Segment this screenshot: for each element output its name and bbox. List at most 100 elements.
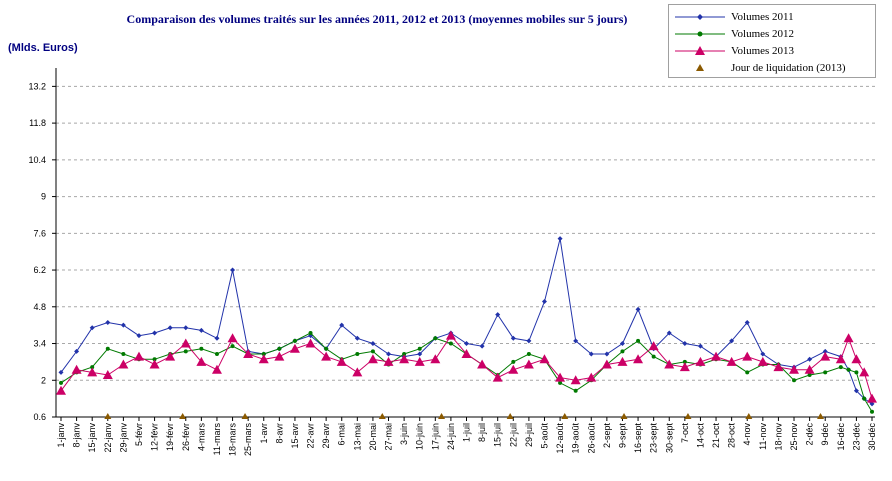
data-point [378,413,386,419]
x-tick-label: 3-juin [399,423,409,445]
x-tick-label: 25-nov [789,423,799,451]
x-tick-label: 1-janv [56,423,66,448]
data-point [773,362,784,372]
data-point [136,333,142,339]
data-point [152,357,157,362]
data-point [196,356,207,366]
x-tick-label: 16-sept [633,423,643,454]
data-point [305,338,316,348]
data-point [438,413,446,419]
data-point [71,364,82,374]
data-point [867,393,877,403]
data-point [823,370,828,375]
data-point [89,325,95,331]
data-point [370,341,376,347]
x-tick-label: 15-juil [493,423,503,447]
y-tick-label: 9 [41,192,46,202]
data-point [620,413,628,419]
x-tick-label: 6-mai [337,423,347,446]
x-tick-label: 22-juil [508,423,518,447]
data-point [433,336,438,341]
x-tick-label: 29-avr [321,423,331,449]
legend-item-liquidation: Jour de liquidation (2013) [673,60,873,76]
x-tick-label: 16-déc [836,423,846,451]
x-tick-label: 27-mai [384,423,394,451]
x-tick-label: 8-avr [274,423,284,444]
data-point [820,351,831,361]
legend-label-liquidation: Jour de liquidation (2013) [731,62,846,74]
data-point [258,354,269,364]
data-point [199,346,204,351]
data-point [56,385,66,395]
legend-label-2012: Volumes 2012 [731,28,795,40]
x-tick-label: 9-sept [617,423,627,449]
data-point [180,338,191,348]
data-point [58,369,64,375]
data-point [120,322,126,328]
data-point [118,359,129,369]
x-tick-label: 1-juil [462,423,472,442]
data-point [430,354,441,364]
data-point [573,388,578,393]
data-point [807,373,812,378]
x-tick-label: 11-mars [212,423,222,456]
y-tick-labels: 0.6 2 3.4 4.8 6.2 7.6 9 10.4 11.8 13.2 [28,81,46,422]
legend-item-2011: Volumes 2011 [673,9,873,25]
data-point [682,341,688,347]
data-point [133,351,144,361]
data-point [573,338,579,344]
data-point [792,378,797,383]
data-point [367,354,378,364]
x-tick-label: 26-févr [181,423,191,451]
data-point [508,364,519,374]
data-point [121,352,126,357]
data-point [742,351,753,361]
data-point [179,413,187,419]
data-point [526,352,531,357]
data-point [370,349,375,354]
data-point [227,333,238,343]
data-point [414,356,425,366]
data-point [165,351,176,361]
data-point [417,346,422,351]
x-tick-label: 22-avr [306,423,316,449]
data-point [149,359,160,369]
data-point [399,354,410,364]
data-point [851,354,862,364]
x-tick-label: 30-sept [664,423,674,454]
x-tick-label: 19-févr [165,423,175,451]
x-tick-label: 29-janv [118,423,128,453]
x-tick-label: 4-nov [742,423,752,446]
x-tick-label: 28-oct [727,423,737,449]
legend-label-2011: Volumes 2011 [731,11,794,23]
x-tick-label: 23-sept [649,423,659,454]
x-tick-label: 30-déc [867,423,877,451]
data-point [604,351,610,357]
x-tick-label: 8-juil [477,423,487,442]
gridlines [56,85,875,381]
data-point [695,356,706,366]
data-point [651,354,656,359]
x-tick-label: 23-déc [851,423,861,451]
data-point [105,320,111,326]
data-point [526,338,532,344]
data-point [648,341,659,351]
x-tick-label: 29-juil [524,423,534,447]
data-point [383,356,394,366]
data-point [744,320,750,326]
data-point [804,364,815,374]
data-point [807,356,813,362]
data-point [511,359,516,364]
data-point [59,380,63,385]
data-point [619,341,625,347]
data-point [633,354,644,364]
data-point [745,413,753,419]
data-point [835,354,846,364]
data-point [274,351,285,361]
data-point [523,359,534,369]
data-point [664,359,675,369]
data-point [555,372,566,382]
data-point [152,330,158,336]
data-point [539,354,550,364]
